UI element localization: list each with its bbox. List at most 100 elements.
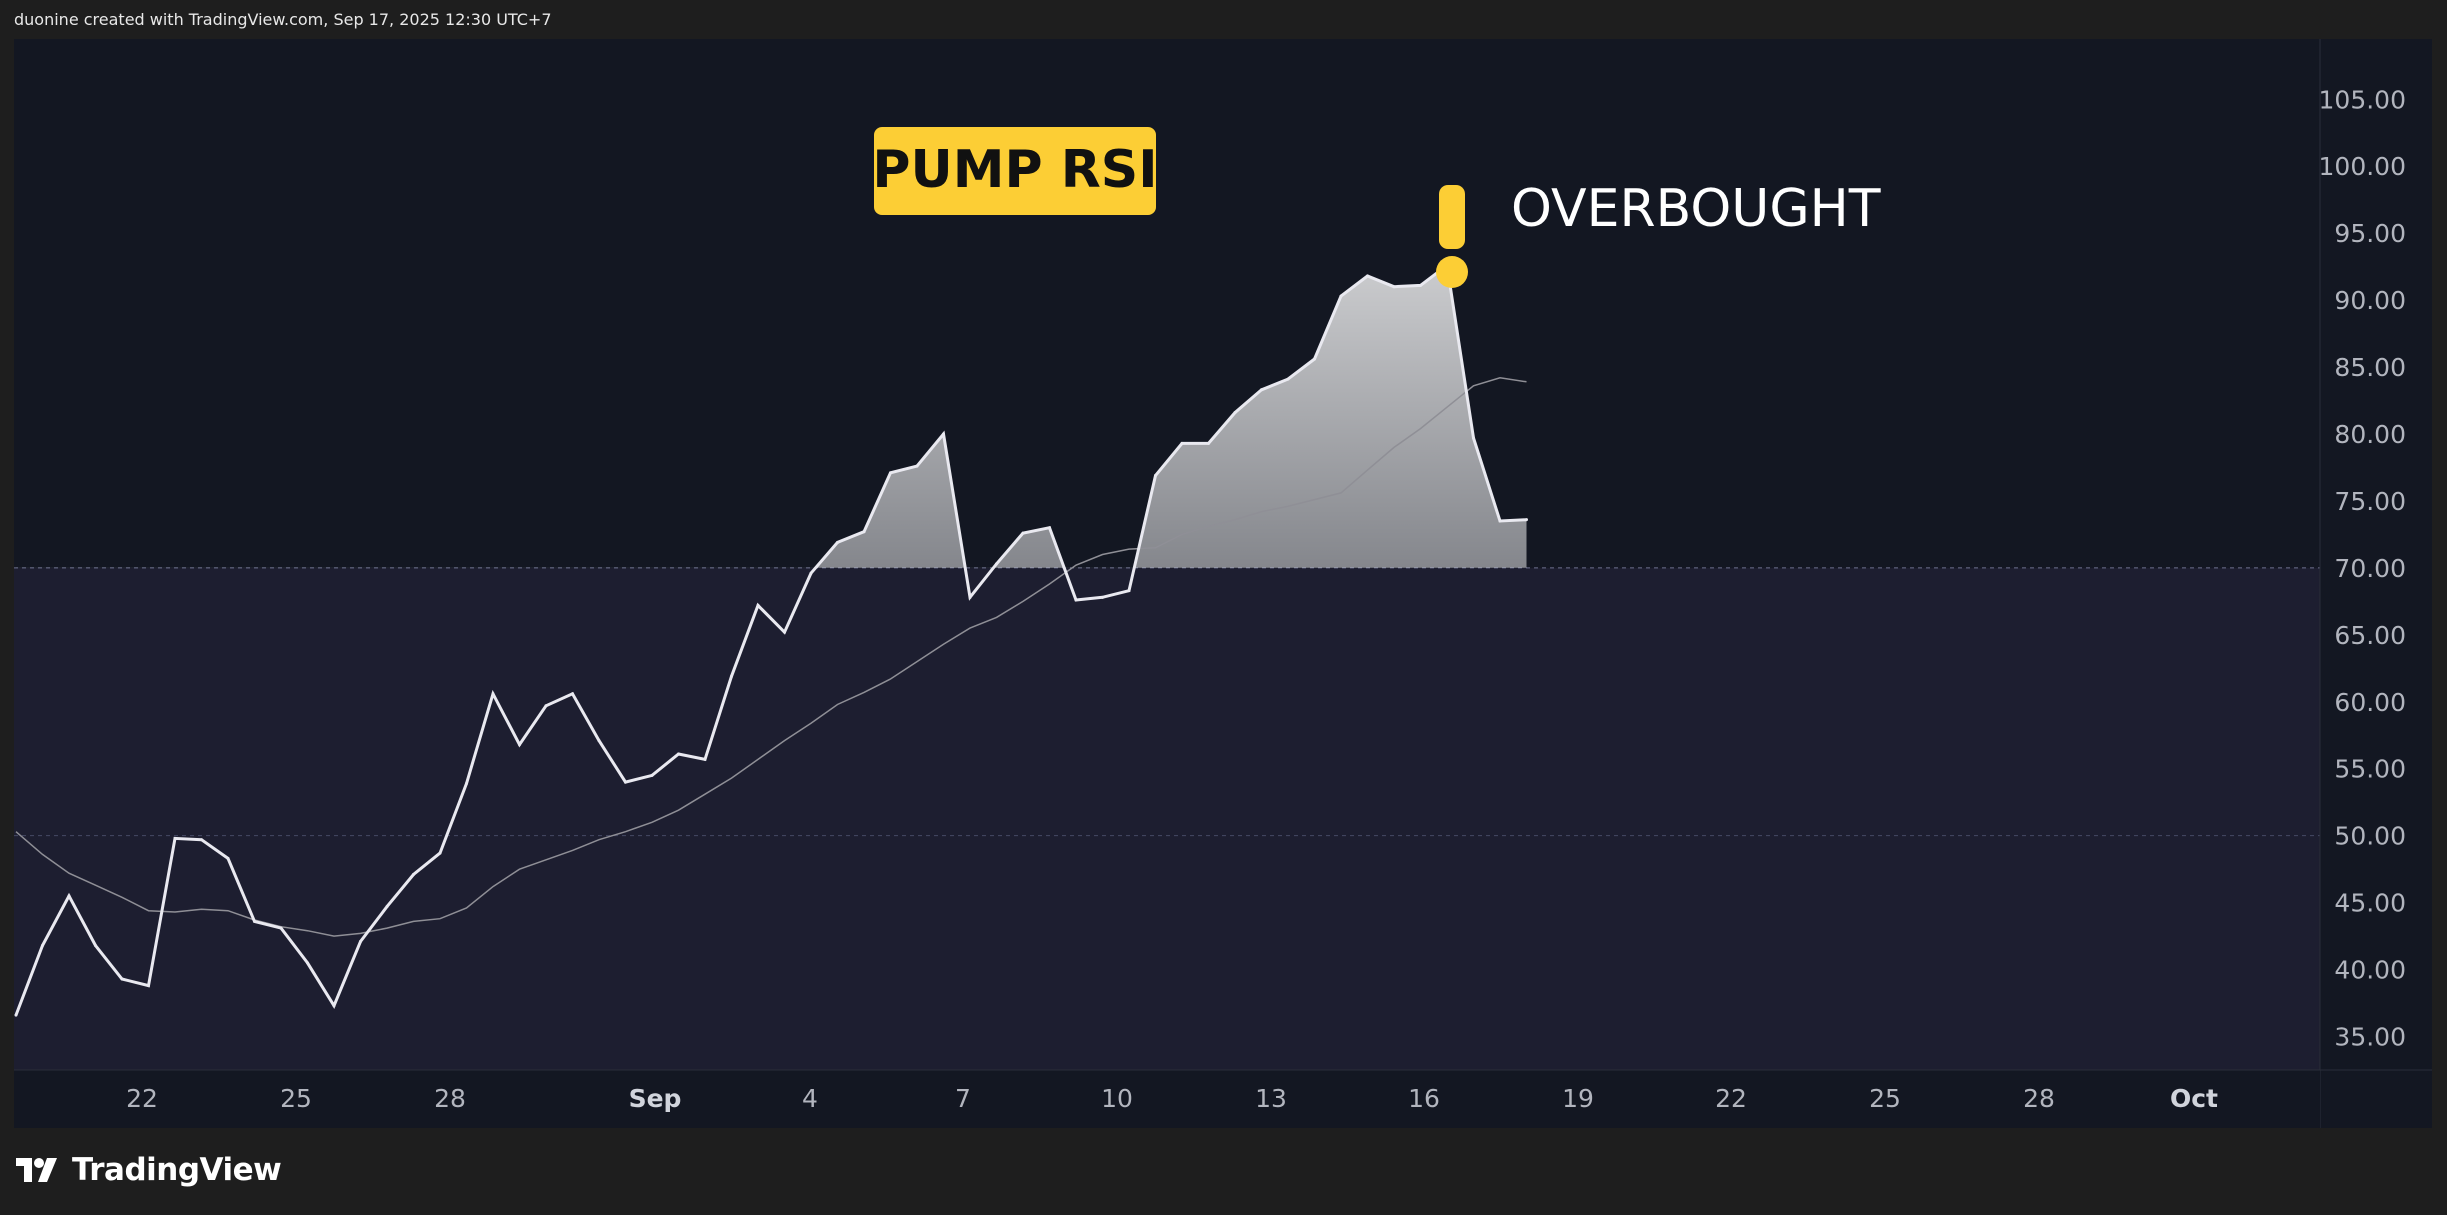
time-axis-panel[interactable] bbox=[14, 1070, 2320, 1128]
rsi-point bbox=[836, 540, 839, 544]
pump-rsi-badge: PUMP RSI bbox=[872, 127, 1158, 215]
rsi-point bbox=[571, 692, 574, 696]
rsi-point bbox=[544, 704, 548, 708]
rsi-point bbox=[1154, 474, 1157, 478]
rsi-point bbox=[624, 780, 627, 784]
rsi-point bbox=[385, 905, 389, 909]
rsi-point bbox=[438, 851, 442, 855]
rsi-point bbox=[1048, 526, 1051, 530]
y-tick-label: 100.00 bbox=[2319, 152, 2406, 181]
rsi-point bbox=[147, 984, 150, 988]
rsi-point bbox=[889, 471, 892, 475]
rsi-point bbox=[518, 743, 521, 747]
rsi-point bbox=[968, 595, 972, 599]
rsi-point bbox=[703, 757, 707, 761]
rsi-point bbox=[1366, 274, 1369, 278]
rsi-point bbox=[1472, 436, 1475, 440]
rsi-point bbox=[359, 939, 362, 943]
rsi-point bbox=[1498, 519, 1502, 523]
rsi-point bbox=[465, 781, 468, 785]
rsi-point bbox=[783, 630, 786, 634]
x-tick-label: Sep bbox=[629, 1084, 682, 1113]
y-tick-label: 65.00 bbox=[2334, 621, 2406, 650]
rsi-point bbox=[226, 856, 230, 860]
rsi-point bbox=[1180, 441, 1184, 445]
rsi-point bbox=[1207, 441, 1210, 445]
y-tick-label: 75.00 bbox=[2334, 487, 2406, 516]
rsi-point bbox=[412, 873, 415, 877]
y-tick-label: 60.00 bbox=[2334, 688, 2406, 717]
rsi-point bbox=[41, 943, 44, 947]
x-tick-label: 16 bbox=[1408, 1084, 1440, 1113]
rsi-point bbox=[809, 571, 813, 575]
overbought-label: OVERBOUGHT bbox=[1511, 179, 1881, 239]
price-axis-panel[interactable] bbox=[2320, 39, 2432, 1128]
exclamation-icon bbox=[1436, 185, 1468, 288]
tradingview-logo-icon bbox=[16, 1158, 57, 1182]
rsi-line bbox=[14, 262, 1527, 1016]
x-tick-label: 19 bbox=[1562, 1084, 1594, 1113]
rsi-point bbox=[650, 773, 654, 777]
rsi-point bbox=[306, 961, 309, 965]
x-tick-label: 13 bbox=[1255, 1084, 1287, 1113]
rsi-point bbox=[332, 1004, 336, 1008]
lower-zone-band bbox=[14, 567, 2320, 1070]
badge-text: PUMP RSI bbox=[872, 140, 1157, 200]
rsi-point bbox=[730, 674, 733, 678]
x-tick-label: 22 bbox=[126, 1084, 158, 1113]
rsi-point bbox=[1021, 531, 1025, 535]
y-tick-label: 70.00 bbox=[2334, 554, 2406, 583]
y-tick-label: 50.00 bbox=[2334, 822, 2406, 851]
y-tick-label: 45.00 bbox=[2334, 889, 2406, 918]
rsi-point bbox=[995, 562, 998, 566]
rsi-point bbox=[1127, 589, 1131, 593]
y-tick-label: 80.00 bbox=[2334, 420, 2406, 449]
x-tick-label: 22 bbox=[1715, 1084, 1747, 1113]
rsi-point bbox=[67, 894, 71, 898]
rsi-point bbox=[1392, 285, 1396, 289]
rsi-point bbox=[1260, 388, 1263, 392]
rsi-point bbox=[942, 432, 945, 436]
x-tick-label: 7 bbox=[955, 1084, 971, 1113]
rsi-point bbox=[173, 836, 177, 840]
x-tick-label: 25 bbox=[1869, 1084, 1901, 1113]
rsi-point bbox=[915, 464, 919, 468]
chart-frame[interactable]: 105.00 100.00 95.00 90.00 85.00 80.00 75.00 70.… bbox=[14, 39, 2432, 1128]
rsi-point bbox=[677, 752, 680, 756]
x-tick-label: Oct bbox=[2170, 1084, 2218, 1113]
rsi-point bbox=[1313, 357, 1316, 361]
y-tick-label: 35.00 bbox=[2334, 1023, 2406, 1052]
tradingview-logo[interactable]: TradingView bbox=[16, 1152, 282, 1188]
x-tick-label: 28 bbox=[2023, 1084, 2055, 1113]
rsi-chart[interactable]: 105.00 100.00 95.00 90.00 85.00 80.00 75.00 70.… bbox=[14, 39, 2432, 1128]
rsi-point bbox=[279, 926, 283, 930]
rsi-point bbox=[491, 692, 495, 696]
y-tick-label: 40.00 bbox=[2334, 956, 2406, 985]
rsi-point bbox=[1419, 283, 1422, 287]
rsi-point bbox=[597, 739, 601, 743]
overbought-fill bbox=[815, 265, 1527, 568]
x-tick-label: 10 bbox=[1101, 1084, 1133, 1113]
rsi-point bbox=[1233, 411, 1237, 415]
rsi-point bbox=[94, 943, 97, 947]
rsi-point bbox=[1286, 377, 1290, 381]
rsi-point bbox=[200, 838, 203, 842]
y-tick-label: 55.00 bbox=[2334, 755, 2406, 784]
rsi-point bbox=[756, 603, 760, 607]
y-tick-label: 85.00 bbox=[2334, 353, 2406, 382]
y-tick-label: 95.00 bbox=[2334, 219, 2406, 248]
x-tick-label: 25 bbox=[280, 1084, 312, 1113]
x-tick-label: 4 bbox=[802, 1084, 818, 1113]
brand-name: TradingView bbox=[72, 1152, 282, 1188]
rsi-point bbox=[1101, 595, 1104, 599]
rsi-point bbox=[1525, 518, 1528, 522]
rsi-point bbox=[862, 530, 866, 534]
chart-credit: duonine created with TradingView.com, Se… bbox=[14, 10, 552, 29]
y-tick-label: 105.00 bbox=[2319, 85, 2406, 114]
rsi-point bbox=[1074, 598, 1078, 602]
rsi-point bbox=[120, 977, 124, 981]
x-tick-label: 28 bbox=[434, 1084, 466, 1113]
rsi-point bbox=[14, 1013, 18, 1017]
rsi-point bbox=[253, 919, 256, 923]
y-tick-label: 90.00 bbox=[2334, 286, 2406, 315]
